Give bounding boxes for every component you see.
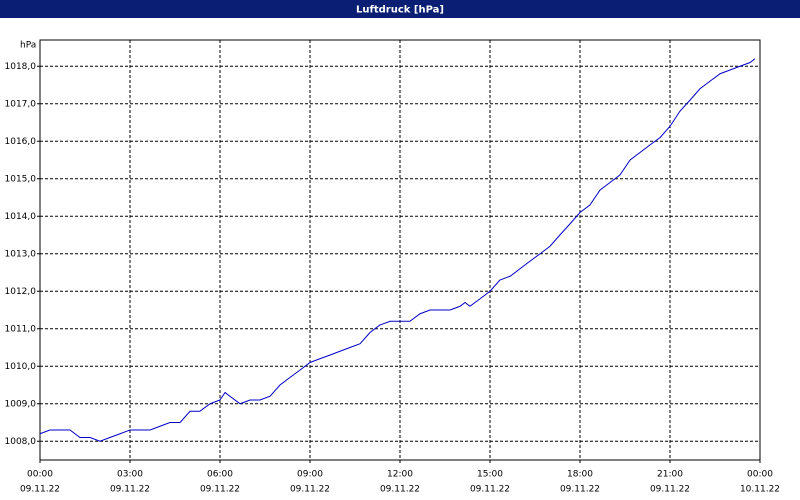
y-tick-label: 1016,0 bbox=[5, 137, 37, 147]
y-tick-label: 1018,0 bbox=[5, 62, 37, 72]
y-tick-label: 1012,0 bbox=[5, 287, 37, 297]
x-tick-label: 18:00 bbox=[567, 470, 593, 480]
y-tick-label: 1011,0 bbox=[5, 324, 37, 334]
y-tick-label: 1017,0 bbox=[5, 99, 37, 109]
x-tick-label: 09:00 bbox=[297, 470, 323, 480]
x-tick-label: 00:00 bbox=[747, 470, 773, 480]
data-line bbox=[39, 58, 756, 442]
x-tick-date: 09.11.22 bbox=[650, 485, 690, 495]
x-tick-date: 09.11.22 bbox=[380, 485, 420, 495]
chart-title: Luftdruck [hPa] bbox=[356, 5, 444, 16]
x-tick-date: 09.11.22 bbox=[290, 485, 330, 495]
x-tick-date: 09.11.22 bbox=[560, 485, 600, 495]
y-unit: hPa bbox=[20, 41, 36, 51]
x-tick-date: 09.11.22 bbox=[200, 485, 240, 495]
y-tick-label: 1013,0 bbox=[5, 249, 37, 259]
x-tick-label: 15:00 bbox=[477, 470, 503, 480]
x-tick-label: 00:00 bbox=[27, 470, 53, 480]
x-tick-date: 10.11.22 bbox=[740, 485, 780, 495]
y-tick-label: 1008,0 bbox=[5, 437, 37, 447]
title-bar bbox=[0, 0, 800, 18]
y-tick-label: 1009,0 bbox=[5, 399, 37, 409]
x-tick-label: 21:00 bbox=[657, 470, 683, 480]
x-tick-date: 09.11.22 bbox=[20, 485, 60, 495]
x-tick-label: 06:00 bbox=[207, 470, 233, 480]
x-tick-label: 12:00 bbox=[387, 470, 413, 480]
y-tick-label: 1014,0 bbox=[5, 212, 37, 222]
x-tick-label: 03:00 bbox=[117, 470, 143, 480]
x-tick-date: 09.11.22 bbox=[110, 485, 150, 495]
y-tick-label: 1010,0 bbox=[5, 362, 37, 372]
x-tick-date: 09.11.22 bbox=[470, 485, 510, 495]
y-tick-label: 1015,0 bbox=[5, 174, 37, 184]
